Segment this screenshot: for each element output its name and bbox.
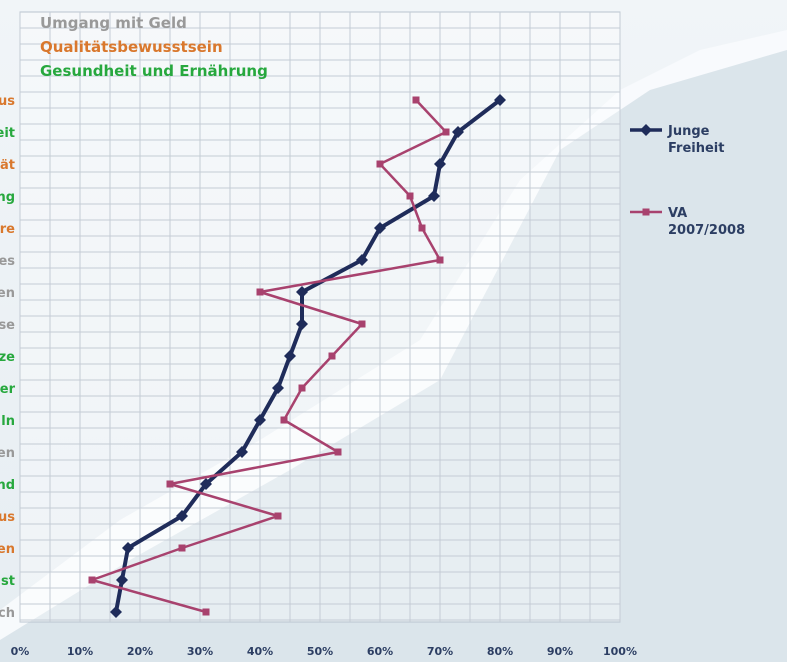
x-tick-label: 10% (67, 645, 93, 658)
x-tick-label: 50% (307, 645, 333, 658)
data-point (494, 94, 506, 106)
data-point (298, 384, 306, 392)
series-legend: Junge Freiheit VA 2007/2008 (630, 124, 745, 238)
data-point (418, 224, 426, 232)
legend-marker (642, 208, 650, 216)
legend-label: Freiheit (668, 141, 724, 156)
category-group-label: Gesundheit und Ernährung (40, 62, 268, 80)
category-group-label: Qualitätsbewusstsein (40, 38, 223, 56)
data-point (428, 190, 440, 202)
category-label: us (0, 94, 15, 109)
data-point (296, 318, 308, 330)
data-point (200, 478, 212, 490)
data-point (328, 352, 336, 360)
data-point (452, 126, 464, 138)
category-label: ze (0, 350, 15, 365)
x-tick-label: 30% (187, 645, 213, 658)
legend-label: 2007/2008 (668, 223, 745, 238)
category-label: ät (0, 158, 15, 173)
x-tick-label: 0% (11, 645, 30, 658)
category-label: nd (0, 478, 15, 493)
category-label: ch (0, 606, 15, 621)
x-axis-ticks: 0% 10% 20% 30% 40% 50% 60% 70% 80% 90% 100% (11, 645, 637, 658)
category-label: us (0, 510, 15, 525)
data-point (412, 96, 420, 104)
data-point (358, 320, 366, 328)
data-point (254, 414, 266, 426)
data-point (406, 192, 414, 200)
category-label: en (0, 542, 15, 557)
data-point (178, 544, 186, 552)
x-tick-label: 60% (367, 645, 393, 658)
category-label: ln (1, 414, 15, 429)
data-point (116, 574, 128, 586)
category-label: re (0, 222, 15, 237)
x-tick-label: 90% (547, 645, 573, 658)
data-point (284, 350, 296, 362)
data-point (434, 158, 446, 170)
data-point (88, 576, 96, 584)
category-label: en (0, 446, 15, 461)
legend-label: VA (668, 206, 687, 221)
legend-label: Junge (667, 124, 710, 139)
data-point (334, 448, 342, 456)
category-label: ng (0, 190, 15, 205)
data-point (296, 286, 308, 298)
data-point (236, 446, 248, 458)
x-tick-label: 70% (427, 645, 453, 658)
data-point (110, 606, 122, 618)
category-labels: us eit ät ng re es en se ze er ln en nd us en st ch (0, 94, 16, 621)
data-point (272, 382, 284, 394)
grid (19, 11, 621, 623)
category-group-legend: Umgang mit Geld Qualitätsbewusstsein Gesun… (40, 14, 268, 80)
category-group-label: Umgang mit Geld (40, 14, 187, 32)
data-point (256, 288, 264, 296)
data-point (274, 512, 282, 520)
data-point (122, 542, 134, 554)
data-point (166, 480, 174, 488)
legend-marker (640, 124, 652, 136)
x-tick-label: 80% (487, 645, 513, 658)
category-label: er (0, 382, 16, 397)
x-tick-label: 40% (247, 645, 273, 658)
data-point (376, 160, 384, 168)
data-point (176, 510, 188, 522)
x-tick-label: 100% (603, 645, 637, 658)
data-point (280, 416, 288, 424)
category-label: eit (0, 126, 15, 141)
data-point (436, 256, 444, 264)
x-tick-label: 20% (127, 645, 153, 658)
data-point (202, 608, 210, 616)
data-point (374, 222, 386, 234)
category-label: es (0, 254, 15, 269)
series-layer (88, 94, 506, 618)
data-point (356, 254, 368, 266)
category-label: en (0, 286, 15, 301)
data-point (442, 128, 450, 136)
category-label: se (0, 318, 15, 333)
category-label: st (1, 574, 15, 589)
